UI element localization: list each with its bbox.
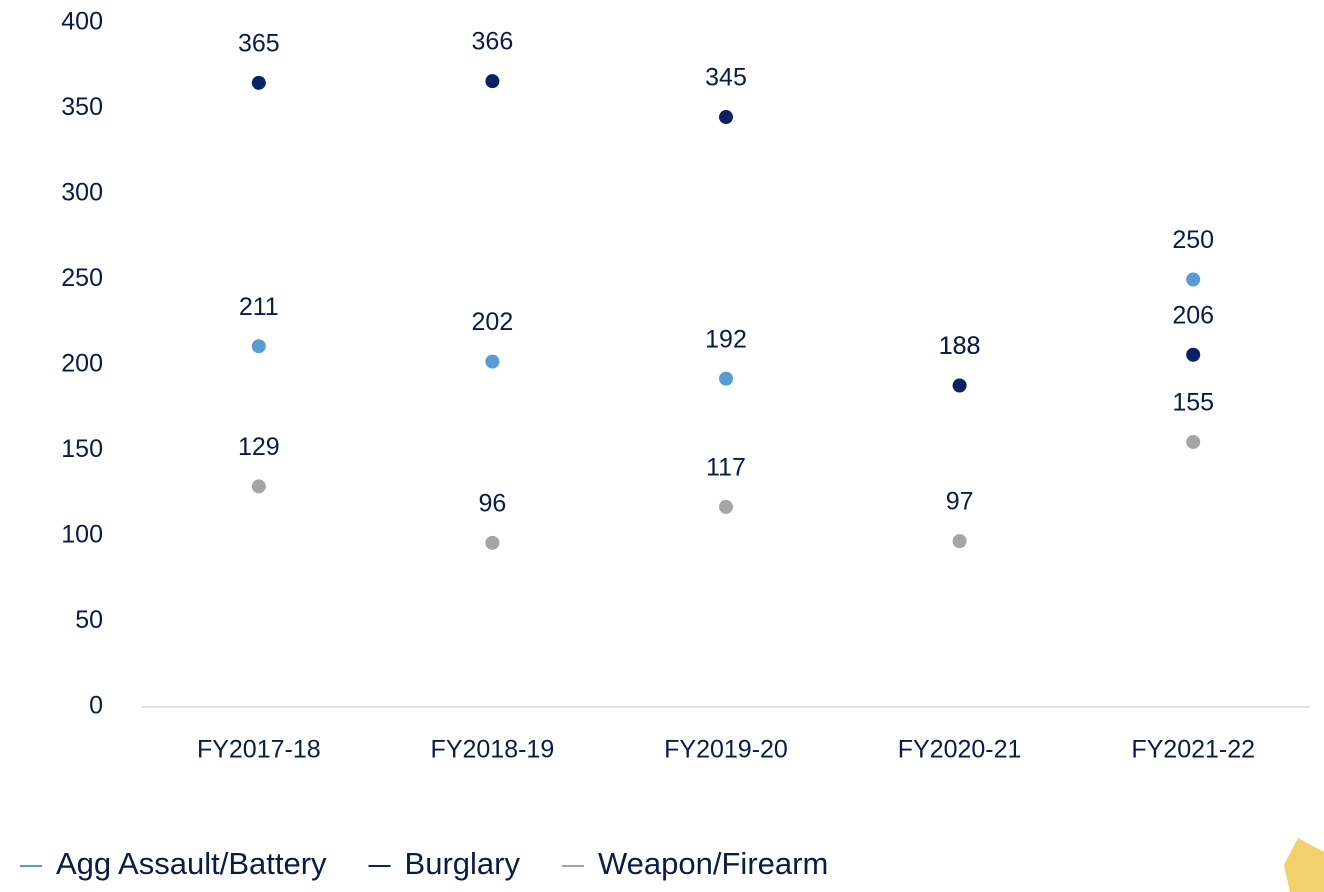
y-tick-label: 350: [61, 93, 103, 121]
data-label: 192: [705, 325, 747, 353]
data-point: [251, 339, 266, 354]
data-label: 211: [239, 293, 279, 321]
logo-fragment: [1284, 838, 1324, 892]
data-point: [952, 378, 967, 393]
x-tick-label: FY2018-19: [431, 736, 555, 764]
data-label: 96: [478, 489, 506, 517]
data-label: 202: [472, 308, 514, 336]
data-point: [485, 74, 500, 89]
data-label: 366: [472, 28, 514, 56]
data-point: [251, 75, 266, 90]
data-point: [485, 535, 500, 550]
y-tick-label: 50: [75, 606, 103, 634]
data-label: 345: [705, 64, 747, 92]
data-point: [719, 110, 733, 125]
data-point: [952, 534, 967, 549]
data-point: [719, 371, 733, 386]
y-tick-label: 300: [61, 179, 103, 207]
y-tick-label: 400: [61, 8, 103, 36]
legend-label: Burglary: [405, 846, 521, 881]
data-point: [485, 354, 500, 369]
data-point: [251, 479, 266, 494]
x-tick-label: FY2017-18: [197, 736, 321, 764]
data-label: 129: [238, 433, 280, 461]
y-tick-label: 250: [61, 264, 103, 292]
data-point: [1186, 347, 1201, 362]
data-point: [1186, 272, 1201, 287]
y-tick-label: 0: [89, 692, 103, 720]
data-label: 97: [946, 488, 974, 516]
data-label: 206: [1172, 301, 1214, 329]
data-label: 365: [238, 29, 280, 57]
data-label: 188: [939, 332, 981, 360]
data-point: [719, 499, 733, 514]
y-tick-label: 100: [61, 521, 103, 549]
data-label: 155: [1172, 389, 1214, 417]
x-tick-label: FY2021-22: [1131, 736, 1255, 764]
data-label: 188: [939, 332, 981, 360]
legend-label: Agg Assault/Battery: [56, 846, 327, 881]
data-label: 250: [1172, 226, 1214, 254]
y-tick-label: 200: [61, 350, 103, 378]
data-label: 117: [706, 454, 746, 482]
y-tick-label: 150: [61, 435, 103, 463]
x-tick-label: FY2020-21: [898, 736, 1022, 764]
data-point: [1186, 434, 1201, 449]
legend-label: Weapon/Firearm: [598, 846, 828, 881]
x-tick-label: FY2019-20: [664, 736, 788, 764]
